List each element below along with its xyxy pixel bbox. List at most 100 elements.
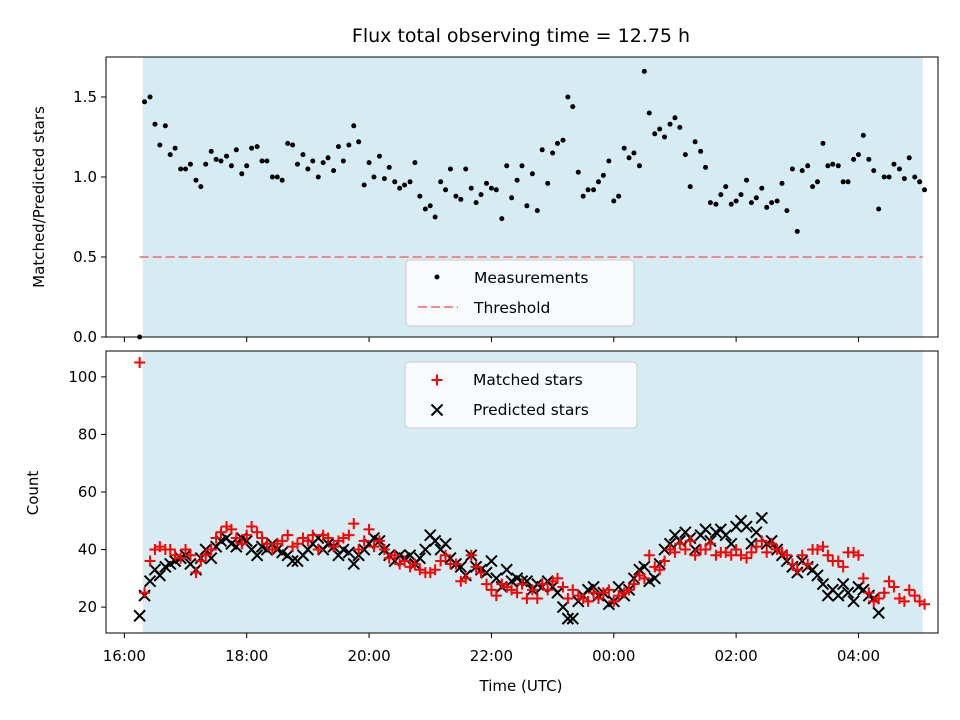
matched-star-point	[700, 544, 712, 556]
measurement-point	[218, 158, 224, 164]
measurement-point	[820, 140, 826, 146]
measurement-point	[744, 177, 750, 183]
matched-star-point	[373, 535, 385, 547]
measurement-point	[845, 179, 851, 185]
bottom-y-axis-label: Count	[24, 471, 42, 516]
predicted-star-point	[490, 572, 503, 585]
measurement-point	[830, 161, 836, 167]
measurement-point	[325, 155, 331, 161]
measurement-point	[860, 132, 866, 138]
measurement-point	[233, 147, 239, 153]
measurement-point	[504, 163, 510, 169]
matched-star-point	[888, 581, 900, 593]
matched-star-point	[562, 592, 574, 604]
matched-star-point	[588, 587, 600, 599]
predicted-star-point	[755, 511, 769, 525]
measurement-point	[789, 166, 795, 172]
measurement-point	[912, 174, 918, 180]
matched-star-point	[623, 584, 635, 596]
measurement-point	[825, 163, 831, 169]
measurement-point	[657, 126, 663, 132]
measurement-point	[565, 94, 571, 100]
matched-star-point	[603, 584, 615, 596]
predicted-star-point	[403, 549, 417, 562]
measurement-point	[901, 176, 907, 182]
top-y-tick-label: 1.5	[73, 88, 97, 106]
measurement-point	[432, 214, 438, 220]
measurement-point	[891, 161, 897, 167]
measurement-point	[738, 192, 744, 198]
matched-star-point	[720, 546, 732, 558]
measurement-point	[814, 179, 820, 185]
matched-star-point	[592, 592, 604, 604]
predicted-star-point	[699, 523, 712, 536]
predicted-star-point	[836, 577, 850, 591]
matched-star-point	[169, 549, 181, 561]
matched-star-point	[312, 544, 324, 556]
measurement-point	[224, 153, 230, 159]
predicted-star-point	[816, 577, 830, 591]
matched-star-point	[241, 529, 253, 541]
bottom-y-tick-label: 80	[78, 425, 97, 443]
matched-star-point	[414, 564, 426, 576]
measurement-point	[534, 208, 540, 214]
measurement-point	[871, 168, 877, 174]
predicted-star-point	[439, 537, 452, 551]
predicted-star-point	[648, 572, 661, 585]
bottom-y-tick-label: 40	[78, 541, 97, 559]
measurement-point	[554, 140, 560, 146]
predicted-star-point	[428, 534, 442, 548]
measurement-point	[274, 174, 280, 180]
measurement-point	[152, 121, 158, 127]
measurement-point	[351, 123, 357, 129]
measurement-point	[906, 155, 912, 161]
matched-star-point	[796, 549, 808, 561]
matched-star-point	[399, 555, 411, 567]
matched-star-point	[786, 558, 798, 570]
matched-star-point	[236, 538, 248, 550]
matched-star-point	[256, 532, 268, 544]
measurement-point	[886, 174, 892, 180]
measurement-point	[315, 174, 321, 180]
matched-star-point	[506, 584, 518, 596]
measurement-point	[356, 139, 362, 145]
measurement-point	[473, 200, 479, 206]
bottom-panel: 20 40 60 80 100 16:00 18:00 20:00 22:00 00:00 02:…	[24, 351, 939, 695]
matched-star-point	[582, 595, 594, 607]
predicted-star-point	[286, 554, 299, 568]
bottom-y-tick-label: 60	[78, 483, 97, 501]
matched-star-point	[291, 538, 303, 550]
measurement-point	[239, 171, 245, 177]
measurement-point	[769, 200, 775, 206]
matched-star-point	[674, 538, 686, 550]
measurement-point	[713, 201, 719, 207]
measurement-point	[514, 177, 520, 183]
measurement-point	[759, 185, 765, 191]
measurement-point	[381, 176, 387, 182]
matched-star-point	[363, 523, 375, 535]
measurement-point	[269, 174, 275, 180]
predicted-star-point	[556, 600, 570, 614]
matched-star-point	[781, 549, 793, 561]
matched-star-point	[659, 555, 671, 567]
measurement-point	[290, 142, 296, 148]
measurement-point	[376, 153, 382, 159]
measurement-point	[779, 180, 785, 186]
matched-star-point	[608, 595, 620, 607]
measurement-point	[733, 198, 739, 204]
measurement-point	[840, 179, 846, 185]
measurement-point	[294, 161, 300, 167]
measurement-point	[550, 150, 556, 156]
measurement-point	[748, 200, 754, 206]
measurement-point	[285, 140, 291, 146]
predicted-star-point	[199, 543, 212, 556]
bottom-legend-box	[404, 361, 638, 429]
matched-star-point	[654, 564, 666, 576]
measurement-point	[570, 104, 576, 110]
measurement-point	[753, 195, 759, 201]
measurement-point	[723, 184, 729, 190]
predicted-star-point	[413, 551, 427, 565]
measurement-point	[392, 179, 398, 185]
measurement-point	[539, 147, 545, 153]
